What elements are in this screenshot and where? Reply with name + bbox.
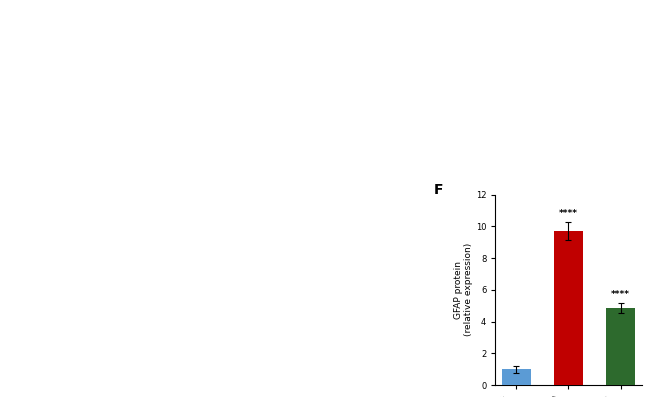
Text: F: F: [434, 183, 443, 197]
Y-axis label: GFAP protein
(relative expression): GFAP protein (relative expression): [454, 243, 473, 336]
Bar: [502, 369, 530, 385]
Text: ****: ****: [611, 290, 630, 299]
Bar: [554, 231, 583, 385]
Text: ****: ****: [559, 209, 578, 218]
Bar: [606, 308, 635, 385]
